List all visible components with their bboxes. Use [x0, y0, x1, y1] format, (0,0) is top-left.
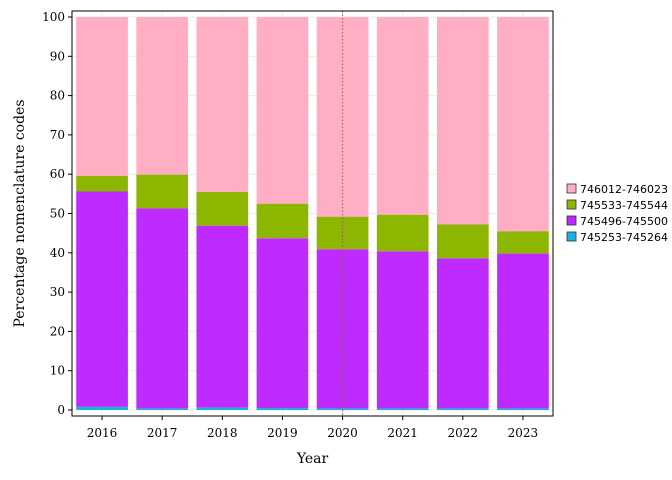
- bar-2022-series-2: [436, 224, 489, 259]
- bar-2018-series-1: [196, 225, 249, 408]
- bar-2023-series-1: [497, 253, 549, 409]
- x-axis-title: Year: [296, 451, 329, 467]
- bar-2018-series-2: [196, 191, 249, 226]
- bar-2023-series-3: [497, 17, 549, 232]
- bar-2020-series-1: [316, 249, 369, 409]
- legend-label-746012-746023: 746012-746023: [580, 183, 668, 196]
- y-tick-label-90: 90: [50, 49, 65, 63]
- bar-2019-series-2: [256, 203, 309, 239]
- bar-2016-series-3: [76, 17, 128, 176]
- bar-2021-series-3: [376, 17, 429, 215]
- bar-2018-series-0: [196, 407, 249, 410]
- x-tick-label-2018: 2018: [207, 426, 238, 440]
- bar-2017-series-2: [136, 174, 189, 209]
- legend-swatch-745496-745500: [566, 215, 577, 226]
- bar-2021-series-2: [376, 214, 429, 252]
- bar-2016-series-2: [76, 175, 128, 192]
- x-tick-label-2021: 2021: [387, 426, 418, 440]
- legend-swatch-745253-745264: [566, 231, 577, 242]
- x-tick-label-2016: 2016: [87, 426, 118, 440]
- y-tick-label-50: 50: [50, 207, 65, 221]
- bar-2016-series-0: [76, 406, 128, 410]
- x-tick-label-2017: 2017: [147, 426, 178, 440]
- bars: [76, 17, 549, 410]
- x-tick-label-2023: 2023: [508, 426, 539, 440]
- legend-label-745496-745500: 745496-745500: [580, 215, 668, 228]
- bar-2016-series-1: [76, 191, 128, 407]
- legend-swatch-746012-746023: [566, 183, 577, 194]
- legend-swatch-745533-745544: [566, 199, 577, 210]
- bar-2022-series-3: [436, 17, 489, 225]
- bar-2023-series-0: [497, 408, 549, 410]
- x-tick-label-2022: 2022: [448, 426, 479, 440]
- bar-2022-series-0: [436, 408, 489, 410]
- bar-2023-series-2: [497, 231, 549, 254]
- y-tick-label-70: 70: [50, 128, 65, 142]
- bar-2017-series-1: [136, 208, 189, 409]
- y-axis-title: Percentage nomenclature codes: [12, 99, 28, 327]
- y-axis-ticks: 0 10 20 30 40 50 60 70 80 90 100: [42, 10, 72, 417]
- bar-2017-series-3: [136, 17, 189, 175]
- legend-label-745253-745264: 745253-745264: [580, 231, 668, 244]
- bar-2021-series-0: [376, 408, 429, 410]
- x-tick-label-2020: 2020: [327, 426, 358, 440]
- x-tick-label-2019: 2019: [267, 426, 298, 440]
- y-tick-label-80: 80: [50, 89, 65, 103]
- bar-2019-series-1: [256, 238, 309, 409]
- legend: 746012-746023 745533-745544 745496-745500 7…: [566, 183, 668, 244]
- legend-label-745533-745544: 745533-745544: [580, 199, 668, 212]
- y-tick-label-30: 30: [50, 285, 65, 299]
- bar-2022-series-1: [436, 258, 489, 409]
- y-tick-label-60: 60: [50, 167, 65, 181]
- bar-2021-series-1: [376, 251, 429, 409]
- y-tick-label-10: 10: [50, 364, 65, 378]
- y-tick-label-40: 40: [50, 246, 65, 260]
- bar-2019-series-0: [256, 408, 309, 410]
- bar-2018-series-3: [196, 17, 249, 192]
- bar-2019-series-3: [256, 17, 309, 204]
- x-axis-ticks: 2016 2017 2018 2019 2020 2021 2022 2023: [87, 416, 538, 440]
- bar-2020-series-0: [316, 408, 369, 410]
- bar-2017-series-0: [136, 408, 189, 410]
- y-tick-label-0: 0: [57, 403, 65, 417]
- y-tick-label-20: 20: [50, 324, 65, 338]
- y-tick-label-100: 100: [42, 10, 65, 24]
